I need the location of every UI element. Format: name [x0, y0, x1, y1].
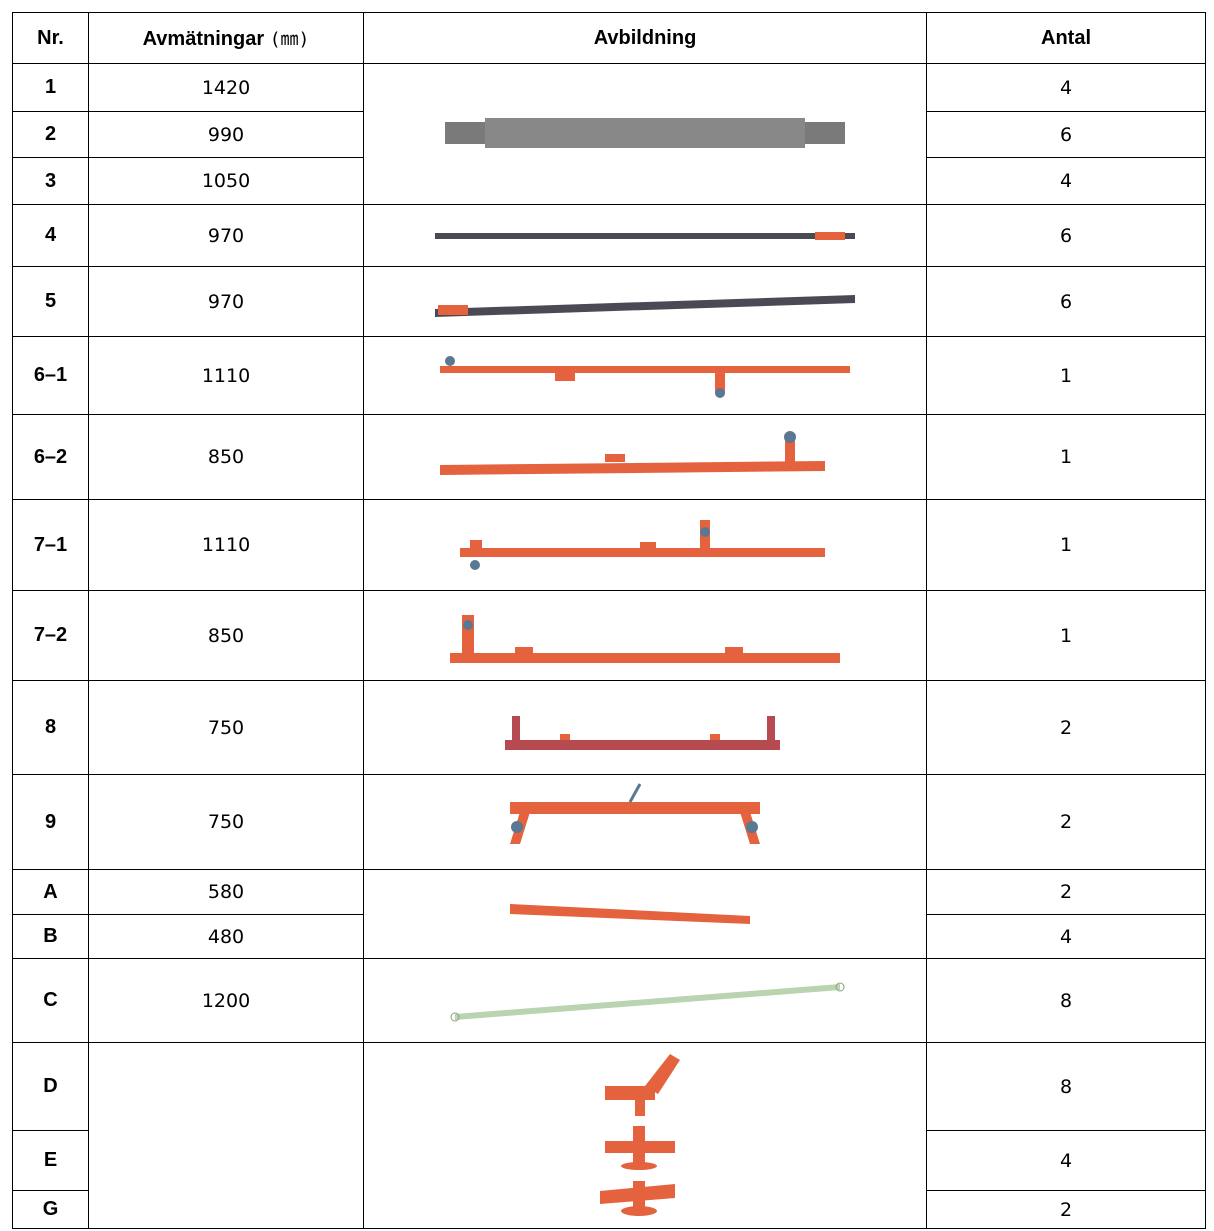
table-row: C 1200 8: [12, 958, 1206, 1043]
row-number: 6–2: [12, 414, 89, 500]
quantity: 1: [926, 499, 1206, 591]
column-header: Antal: [926, 12, 1206, 64]
quantity: 2: [926, 869, 1206, 915]
row-number: G: [12, 1190, 89, 1229]
dimension: 1200: [88, 958, 364, 1043]
part-image: [510, 783, 760, 844]
table-row: 1 1420 4: [12, 63, 1206, 205]
dimension: 1110: [88, 499, 364, 591]
part-image: [510, 904, 750, 924]
part-image: [460, 520, 825, 570]
quantity: 6: [926, 204, 1206, 267]
image-cell: [363, 774, 927, 870]
row-number: C: [12, 958, 89, 1043]
dimension: 750: [88, 774, 364, 870]
quantity: 2: [926, 1190, 1206, 1229]
table-row: A 580 2: [12, 869, 1206, 959]
part-image: [600, 1053, 680, 1216]
quantity: 1: [926, 590, 1206, 681]
row-number: D: [12, 1042, 89, 1131]
row-number: E: [12, 1130, 89, 1191]
dimension: 480: [88, 914, 364, 959]
image-cell: [363, 958, 927, 1043]
row-number: 1: [12, 63, 89, 112]
table-row: 7–2 850 1: [12, 590, 1206, 681]
dimension-empty: [88, 1042, 364, 1229]
row-number: B: [12, 914, 89, 959]
image-cell: [363, 680, 927, 775]
table-row: 2 990 6: [12, 111, 1206, 158]
quantity: 6: [926, 266, 1206, 337]
column-title: Avmätningar: [142, 28, 265, 50]
quantity: 2: [926, 774, 1206, 870]
row-number: 9: [12, 774, 89, 870]
header-row: Nr. Avmätningar (㎜) Avbildning Antal: [12, 12, 1206, 64]
image-cell: [363, 499, 927, 591]
parts-table: Nr. Avmätningar (㎜) Avbildning Antal 1 14…: [12, 12, 1206, 1229]
part-image: [435, 294, 855, 317]
table-row: 6–1 1110 1: [12, 336, 1206, 415]
image-cell: [363, 204, 927, 267]
dimension: 970: [88, 266, 364, 337]
row-number: 7–1: [12, 499, 89, 591]
dimension: 580: [88, 869, 364, 915]
table-row: 4 970 6: [12, 204, 1206, 267]
image-cell: [363, 266, 927, 337]
row-number: 2: [12, 111, 89, 158]
table-row: 3 1050 4: [12, 157, 1206, 205]
row-number: 4: [12, 204, 89, 267]
row-number: A: [12, 869, 89, 915]
image-cell: [363, 336, 927, 415]
quantity: 4: [926, 157, 1206, 205]
table-row: 8 750 2: [12, 680, 1206, 775]
row-number: 7–2: [12, 590, 89, 681]
dimension: 1420: [88, 63, 364, 112]
column-header: Avbildning: [363, 12, 927, 64]
row-number: 6–1: [12, 336, 89, 415]
table-row: 6–2 850 1: [12, 414, 1206, 500]
table-row: 9 750 2: [12, 774, 1206, 870]
row-number: 5: [12, 266, 89, 337]
part-image: [505, 715, 780, 750]
quantity: 1: [926, 414, 1206, 500]
row-number: 3: [12, 157, 89, 205]
dimension: 1110: [88, 336, 364, 415]
table-row: B 480 4: [12, 914, 1206, 959]
dimension: 750: [88, 680, 364, 775]
part-image: [445, 118, 845, 148]
part-image: [450, 982, 845, 1021]
part-image: [435, 231, 855, 240]
quantity: 4: [926, 914, 1206, 959]
table-row: 7–1 1110 1: [12, 499, 1206, 591]
unit: (㎜): [269, 29, 310, 50]
quantity: 1: [926, 336, 1206, 415]
column-header: Nr.: [12, 12, 89, 64]
quantity: 4: [926, 63, 1206, 112]
image-cell: [363, 63, 927, 205]
row-number: 8: [12, 680, 89, 775]
image-cell: [363, 1042, 927, 1229]
quantity: 8: [926, 1042, 1206, 1131]
dimension: 850: [88, 414, 364, 500]
image-cell: [363, 590, 927, 681]
part-image: [450, 614, 840, 663]
quantity: 4: [926, 1130, 1206, 1191]
part-image: [440, 431, 825, 475]
image-cell: [363, 414, 927, 500]
dimension: 970: [88, 204, 364, 267]
image-cell: [363, 869, 927, 959]
quantity: 8: [926, 958, 1206, 1043]
dimension: 990: [88, 111, 364, 158]
part-image: [440, 355, 850, 398]
quantity: 6: [926, 111, 1206, 158]
table-row: 5 970 6: [12, 266, 1206, 337]
dimension: 850: [88, 590, 364, 681]
quantity: 2: [926, 680, 1206, 775]
dimension: 1050: [88, 157, 364, 205]
column-header: Avmätningar (㎜): [88, 12, 364, 64]
